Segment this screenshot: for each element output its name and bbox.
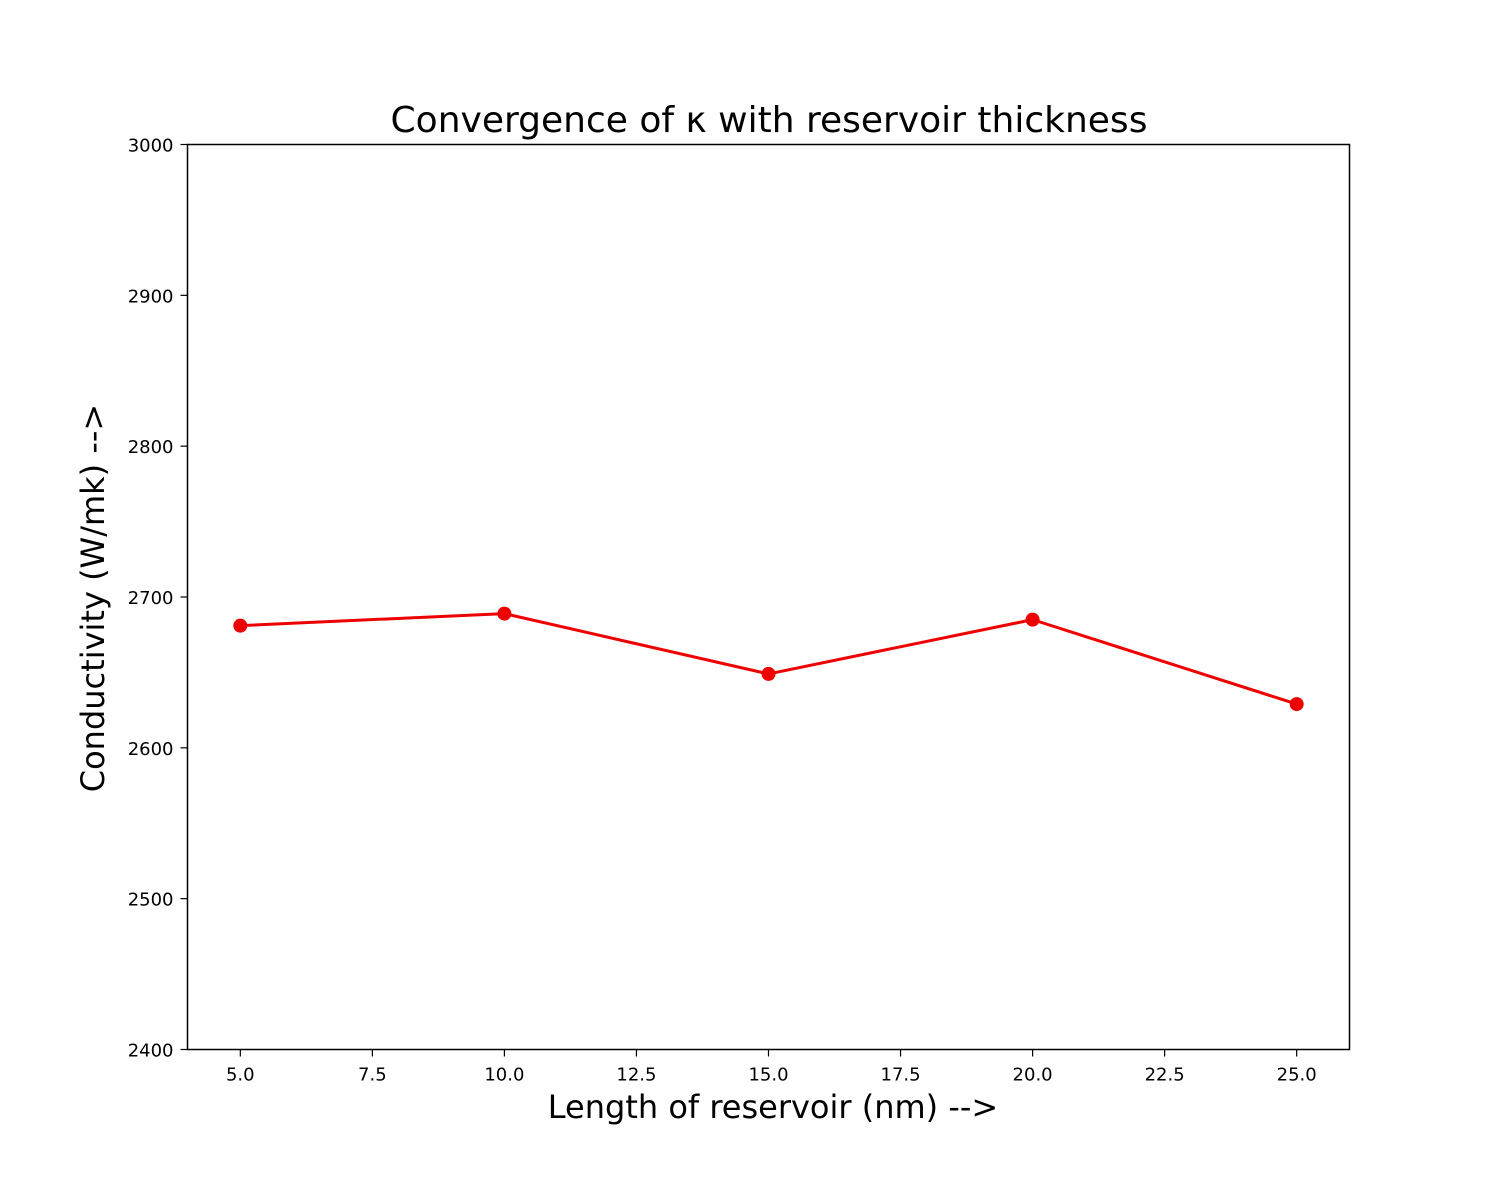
plot-frame <box>186 143 1351 1051</box>
data-point <box>497 606 512 621</box>
x-tick-label: 25.0 <box>1277 1065 1317 1086</box>
chart-title: Convergence of κ with reservoir thicknes… <box>391 100 1148 141</box>
x-tick-label: 17.5 <box>881 1065 921 1086</box>
y-tick-label: 3000 <box>128 136 174 157</box>
y-tick-label: 2500 <box>128 890 174 911</box>
y-axis: 2400 2500 2600 2700 2800 2900 3000 <box>128 136 188 1062</box>
x-tick-label: 10.0 <box>484 1065 524 1086</box>
x-axis-label: Length of reservoir (nm) --> <box>548 1088 998 1126</box>
y-tick-label: 2900 <box>128 286 174 307</box>
x-tick-label: 20.0 <box>1013 1065 1053 1086</box>
y-axis-label: Conductivity (W/mk) --> <box>74 404 112 792</box>
data-point <box>1025 612 1040 627</box>
x-tick-label: 15.0 <box>748 1065 788 1086</box>
y-tick-label: 2800 <box>128 437 174 458</box>
y-tick-label: 2600 <box>128 739 174 760</box>
data-point <box>233 618 248 633</box>
x-tick-label: 7.5 <box>358 1065 387 1086</box>
data-point <box>761 666 776 681</box>
x-tick-label: 12.5 <box>616 1065 656 1086</box>
y-tick-label: 2400 <box>128 1041 174 1062</box>
x-tick-label: 5.0 <box>226 1065 255 1086</box>
data-point <box>1289 697 1304 712</box>
x-tick-label: 22.5 <box>1145 1065 1185 1086</box>
x-axis: 5.0 7.5 10.0 12.5 15.0 17.5 20.0 22.5 25.0 <box>226 1049 1317 1086</box>
y-tick-label: 2700 <box>128 588 174 609</box>
series-layer <box>233 606 1304 712</box>
series-line <box>240 612 1298 706</box>
